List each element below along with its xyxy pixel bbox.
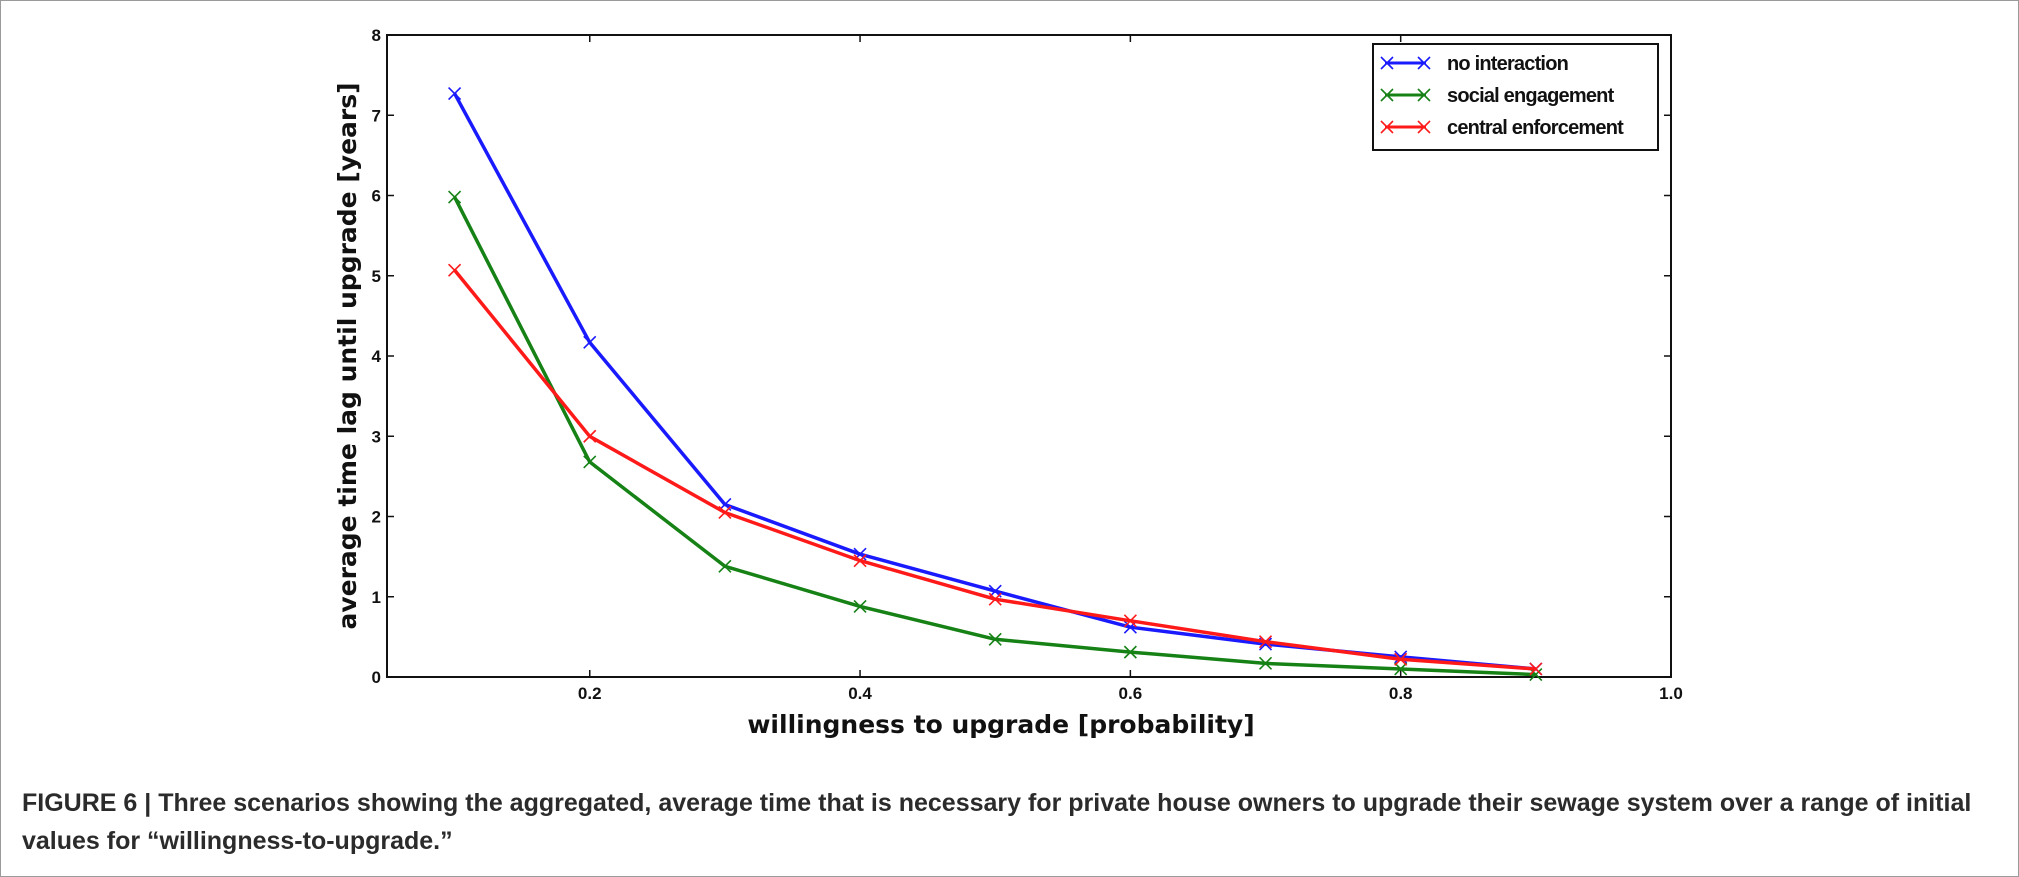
- y-tick-label: 7: [372, 106, 381, 125]
- legend-label-social-engagement: social engagement: [1447, 85, 1615, 107]
- y-tick-label: 8: [372, 26, 381, 45]
- figure-caption: FIGURE 6 | Three scenarios showing the a…: [22, 784, 2007, 860]
- series-line-central-enforcement: [453, 268, 1536, 671]
- data-point-central-enforcement: [583, 429, 597, 443]
- data-point-no-interaction: [1123, 620, 1137, 634]
- x-tick-label: 0.4: [848, 684, 872, 703]
- legend-marker-no-interaction: [1380, 56, 1394, 70]
- series-central-enforcement: [448, 263, 1543, 676]
- y-tick-label: 0: [372, 668, 381, 687]
- y-tick-label: 4: [372, 347, 382, 366]
- legend-marker-social-engagement: [1380, 88, 1394, 102]
- caption-text: Three scenarios showing the aggregated, …: [22, 789, 1972, 855]
- data-point-social-engagement: [583, 455, 597, 469]
- legend-label-no-interaction: no interaction: [1447, 53, 1568, 75]
- y-tick-label: 5: [372, 267, 381, 286]
- legend-label-central-enforcement: central enforcement: [1447, 117, 1624, 139]
- series-line-social-engagement: [453, 196, 1536, 677]
- data-point-central-enforcement: [718, 505, 732, 520]
- data-point-social-engagement: [853, 599, 867, 613]
- y-tick-label: 6: [372, 187, 381, 206]
- y-axis-ticks: 0 1 2 3 4 5 6 7 8: [372, 26, 1671, 687]
- series-layer: [448, 87, 1543, 682]
- legend-marker-no-interaction: [1417, 56, 1431, 70]
- y-tick-label: 1: [372, 588, 381, 607]
- caption-label: FIGURE 6 |: [22, 789, 152, 817]
- legend: no interaction social engagement central e…: [1372, 43, 1659, 151]
- data-point-social-engagement: [718, 559, 732, 573]
- x-tick-label: 1.0: [1659, 684, 1683, 703]
- data-point-social-engagement: [448, 190, 462, 204]
- data-point-social-engagement: [1123, 645, 1137, 659]
- data-point-central-enforcement: [448, 263, 462, 277]
- y-axis-title: average time lag until upgrade [years]: [333, 82, 362, 629]
- x-tick-label: 0.6: [1119, 684, 1143, 703]
- series-line-no-interaction: [453, 92, 1536, 671]
- x-axis-ticks: 0.2 0.4 0.6 0.8 1.0: [578, 35, 1683, 703]
- series-social-engagement: [448, 190, 1543, 682]
- data-point-central-enforcement: [1258, 635, 1273, 649]
- series-no-interaction: [448, 87, 1543, 676]
- data-point-central-enforcement: [988, 592, 1002, 606]
- data-point-no-interaction: [448, 87, 462, 101]
- x-tick-label: 0.8: [1389, 684, 1413, 703]
- data-point-central-enforcement: [1529, 662, 1543, 676]
- data-point-no-interaction: [583, 335, 597, 349]
- data-point-central-enforcement: [1123, 614, 1137, 628]
- y-tick-label: 3: [372, 427, 381, 446]
- data-point-social-engagement: [1258, 656, 1273, 670]
- legend-marker-social-engagement: [1417, 88, 1431, 102]
- legend-marker-central-enforcement: [1417, 120, 1431, 134]
- x-axis-title: willingness to upgrade [probability]: [747, 710, 1254, 739]
- line-chart: 0 1 2 3 4 5 6 7 8 0.2 0.4 0.6 0.8 1.0 willingness to…: [333, 26, 1683, 739]
- data-point-social-engagement: [988, 632, 1002, 646]
- data-point-social-engagement: [1529, 668, 1543, 682]
- data-point-central-enforcement: [1394, 652, 1408, 666]
- x-tick-label: 0.2: [578, 684, 602, 703]
- legend-marker-central-enforcement: [1380, 120, 1394, 134]
- data-point-central-enforcement: [853, 554, 867, 568]
- y-tick-label: 2: [372, 508, 381, 527]
- data-point-social-engagement: [1394, 662, 1408, 676]
